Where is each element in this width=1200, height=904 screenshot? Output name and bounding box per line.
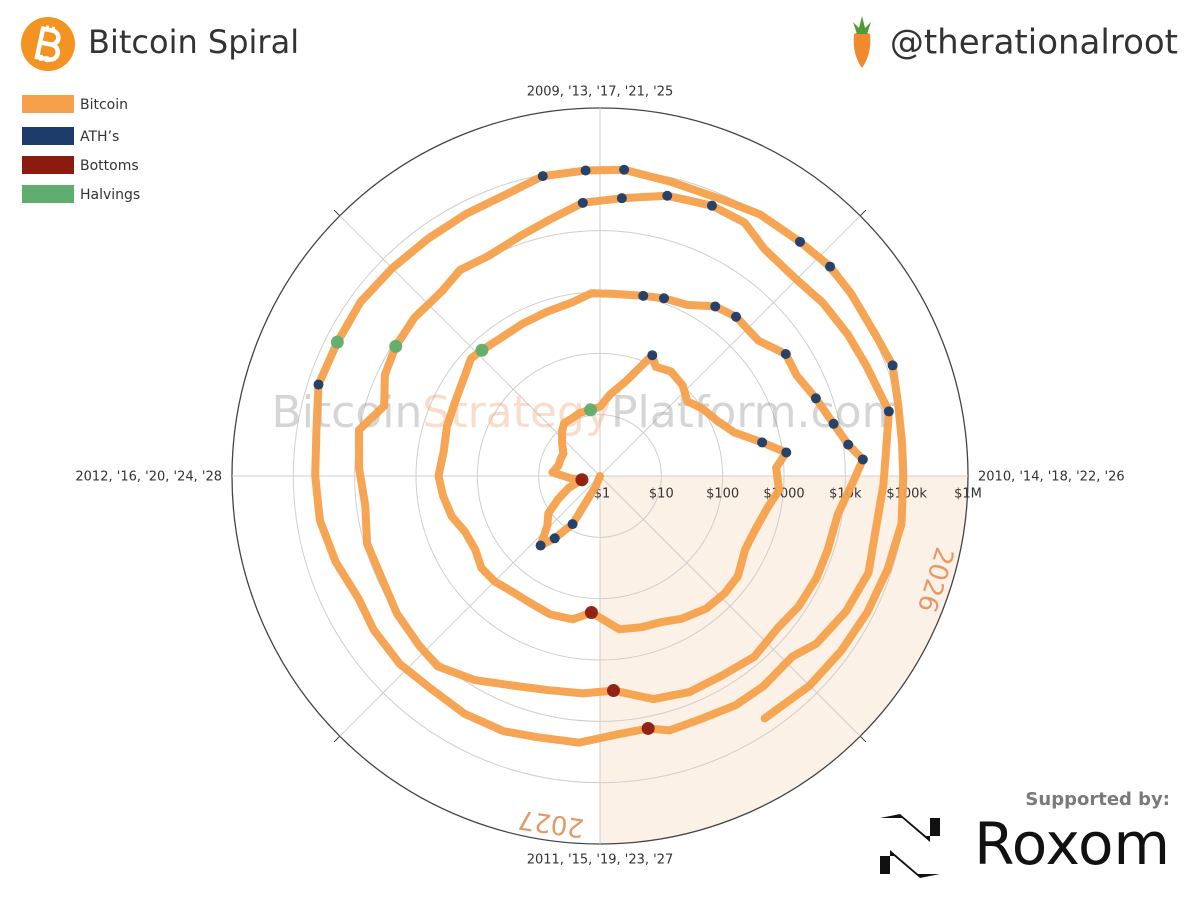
marker <box>641 721 655 735</box>
angular-tick-label: 2011, '15, '19, '23, '27 <box>527 853 674 868</box>
tick-mark <box>333 209 341 217</box>
sponsor-logo <box>880 814 940 878</box>
marker <box>706 200 717 211</box>
radial-tick-label: $100 <box>706 487 739 502</box>
marker <box>537 171 548 182</box>
marker <box>810 393 821 404</box>
marker <box>638 290 649 301</box>
marker <box>575 473 589 487</box>
marker <box>828 418 839 429</box>
marker <box>780 348 791 359</box>
marker <box>662 190 673 201</box>
marker <box>567 519 578 530</box>
sponsor-caption: Supported by: <box>1025 789 1170 810</box>
marker <box>606 684 620 698</box>
marker <box>781 447 792 458</box>
legend-swatch <box>22 185 74 203</box>
tick-mark <box>859 735 867 743</box>
legend-swatch <box>22 127 74 145</box>
marker <box>330 335 344 349</box>
marker <box>731 311 742 322</box>
marker <box>710 301 721 312</box>
grid-spoke <box>599 475 861 737</box>
tick-mark <box>859 209 867 217</box>
marker <box>857 454 868 465</box>
carrot-icon <box>853 16 871 68</box>
marker <box>313 379 324 390</box>
legend-label: Bottoms <box>80 158 139 174</box>
legend-label: ATH’s <box>80 129 119 145</box>
marker <box>584 403 598 417</box>
angular-tick-label: 2009, '13, '17, '21, '25 <box>527 85 674 100</box>
legend: Bitcoin ATH’s Bottoms Halvings <box>22 95 140 203</box>
marker <box>475 343 489 357</box>
tick-mark <box>333 735 341 743</box>
legend-swatch <box>22 95 74 113</box>
marker <box>619 164 630 175</box>
angular-tick-label: 2010, '14, '18, '22, '26 <box>978 470 1125 485</box>
marker <box>658 293 669 304</box>
marker <box>580 165 591 176</box>
radial-tick-label: $10 <box>649 487 674 502</box>
radial-tick-label: $1M <box>954 487 982 502</box>
legend-label: Halvings <box>80 187 140 203</box>
bitcoin-logo <box>21 17 75 71</box>
legend-label: Bitcoin <box>80 97 128 113</box>
marker <box>843 439 854 450</box>
marker <box>389 339 403 353</box>
radial-tick-label: $100k <box>886 487 927 502</box>
marker <box>647 350 658 361</box>
author: @therationalroot <box>890 23 1178 63</box>
watermark-part: Platform.com <box>611 387 905 438</box>
angular-tick-label: 2012, '16, '20, '24, '28 <box>75 470 222 485</box>
watermark-part: Bitcoin <box>272 387 423 438</box>
plot-area: 2009, '13, '17, '21, '25 2010, '14, '18, … <box>75 85 1124 868</box>
marker <box>795 236 806 247</box>
grid-spoke <box>339 475 601 737</box>
price-line <box>311 165 908 747</box>
chart-title: Bitcoin Spiral <box>88 23 299 61</box>
marker <box>577 197 588 208</box>
marker <box>883 406 894 417</box>
marker <box>887 360 898 371</box>
marker <box>549 533 560 544</box>
marker <box>584 606 598 620</box>
marker <box>616 193 627 204</box>
grid-spoke <box>339 215 601 477</box>
sponsor-name: Roxom <box>974 810 1170 878</box>
marker <box>825 261 836 272</box>
legend-swatch <box>22 156 74 174</box>
marker <box>535 540 546 551</box>
marker <box>757 437 768 448</box>
